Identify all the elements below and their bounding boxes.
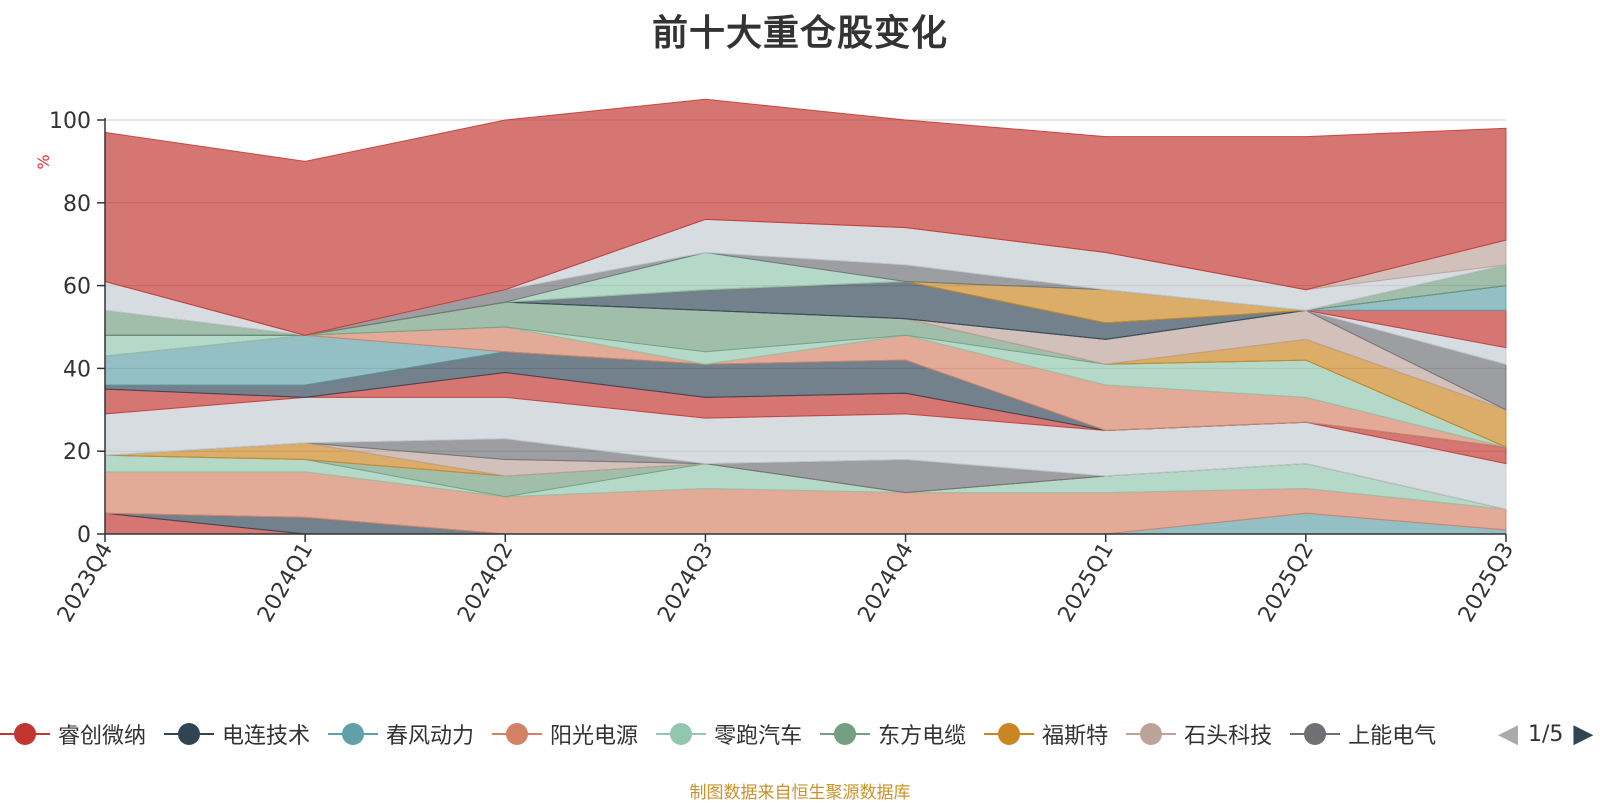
legend-item[interactable]: 睿创微纳 bbox=[0, 714, 146, 754]
legend-label: 东方电缆 bbox=[878, 724, 967, 749]
legend-label: 睿创微纳 bbox=[58, 724, 147, 749]
legend-label: 石头科技 bbox=[1184, 724, 1273, 749]
legend-item[interactable]: 福斯特 bbox=[984, 714, 1108, 754]
legend-item[interactable]: 石头科技 bbox=[1126, 714, 1272, 754]
legend-item[interactable]: 东方电缆 bbox=[820, 714, 966, 754]
chart-title: 前十大重仓股变化 bbox=[651, 13, 948, 54]
legend-label: 零跑汽车 bbox=[714, 724, 803, 749]
legend-item[interactable]: 春风动力 bbox=[328, 714, 474, 754]
x-tick-label: 2024Q1 bbox=[253, 539, 318, 627]
y-tick-label: 80 bbox=[63, 192, 91, 217]
legend-marker-icon bbox=[164, 723, 215, 745]
legend-marker-icon bbox=[1290, 723, 1341, 745]
legend-label: 电连技术 bbox=[222, 724, 311, 749]
x-tick-label: 2025Q2 bbox=[1254, 539, 1319, 627]
legend-label: 春风动力 bbox=[386, 724, 475, 749]
legend-label: 阳光电源 bbox=[550, 724, 639, 749]
legend-marker-icon bbox=[984, 723, 1035, 745]
legend-label: 上能电气 bbox=[1348, 724, 1437, 749]
legend-item[interactable]: 阳光电源 bbox=[492, 714, 638, 754]
x-tick-label: 2025Q3 bbox=[1454, 539, 1519, 627]
legend-prev-icon[interactable]: ◀ bbox=[1498, 719, 1518, 749]
legend-page-indicator: 1/5 bbox=[1528, 721, 1564, 747]
legend-marker-icon bbox=[492, 723, 543, 745]
legend-next-icon[interactable]: ▶ bbox=[1573, 719, 1594, 749]
legend-marker-icon bbox=[656, 723, 707, 745]
legend-pager: ◀ 1/5 ▶ bbox=[1498, 716, 1593, 752]
series-area-29 bbox=[104, 98, 1507, 336]
legend-item[interactable]: 零跑汽车 bbox=[656, 714, 802, 754]
legend-marker-icon bbox=[820, 723, 871, 745]
x-tick-label: 2024Q4 bbox=[853, 539, 918, 627]
legend-marker-icon bbox=[328, 723, 379, 745]
y-tick-label: 40 bbox=[63, 357, 91, 382]
y-tick-label: 20 bbox=[63, 440, 91, 465]
legend-item[interactable]: 电连技术 bbox=[164, 714, 310, 754]
y-tick-label: 100 bbox=[49, 109, 91, 134]
legend-item[interactable]: 上能电气 bbox=[1290, 714, 1436, 754]
x-tick-label: 2023Q4 bbox=[53, 539, 118, 627]
y-axis-label: % bbox=[34, 154, 53, 169]
legend: 睿创微纳 电连技术 春风动力 阳光电源 零跑汽车 东方电缆 福斯特 石头科技 上能电气 bbox=[0, 714, 1488, 754]
legend-marker-icon bbox=[1126, 723, 1177, 745]
y-tick-label: 60 bbox=[63, 275, 91, 300]
source-footer: 制图数据来自恒生聚源数据库 bbox=[689, 783, 911, 803]
legend-label: 福斯特 bbox=[1042, 724, 1109, 749]
x-tick-label: 2024Q3 bbox=[653, 539, 718, 627]
x-tick-label: 2025Q1 bbox=[1054, 539, 1119, 627]
y-tick-label: 0 bbox=[77, 523, 91, 548]
x-tick-label: 2024Q2 bbox=[453, 539, 518, 627]
legend-marker-icon bbox=[0, 723, 50, 745]
